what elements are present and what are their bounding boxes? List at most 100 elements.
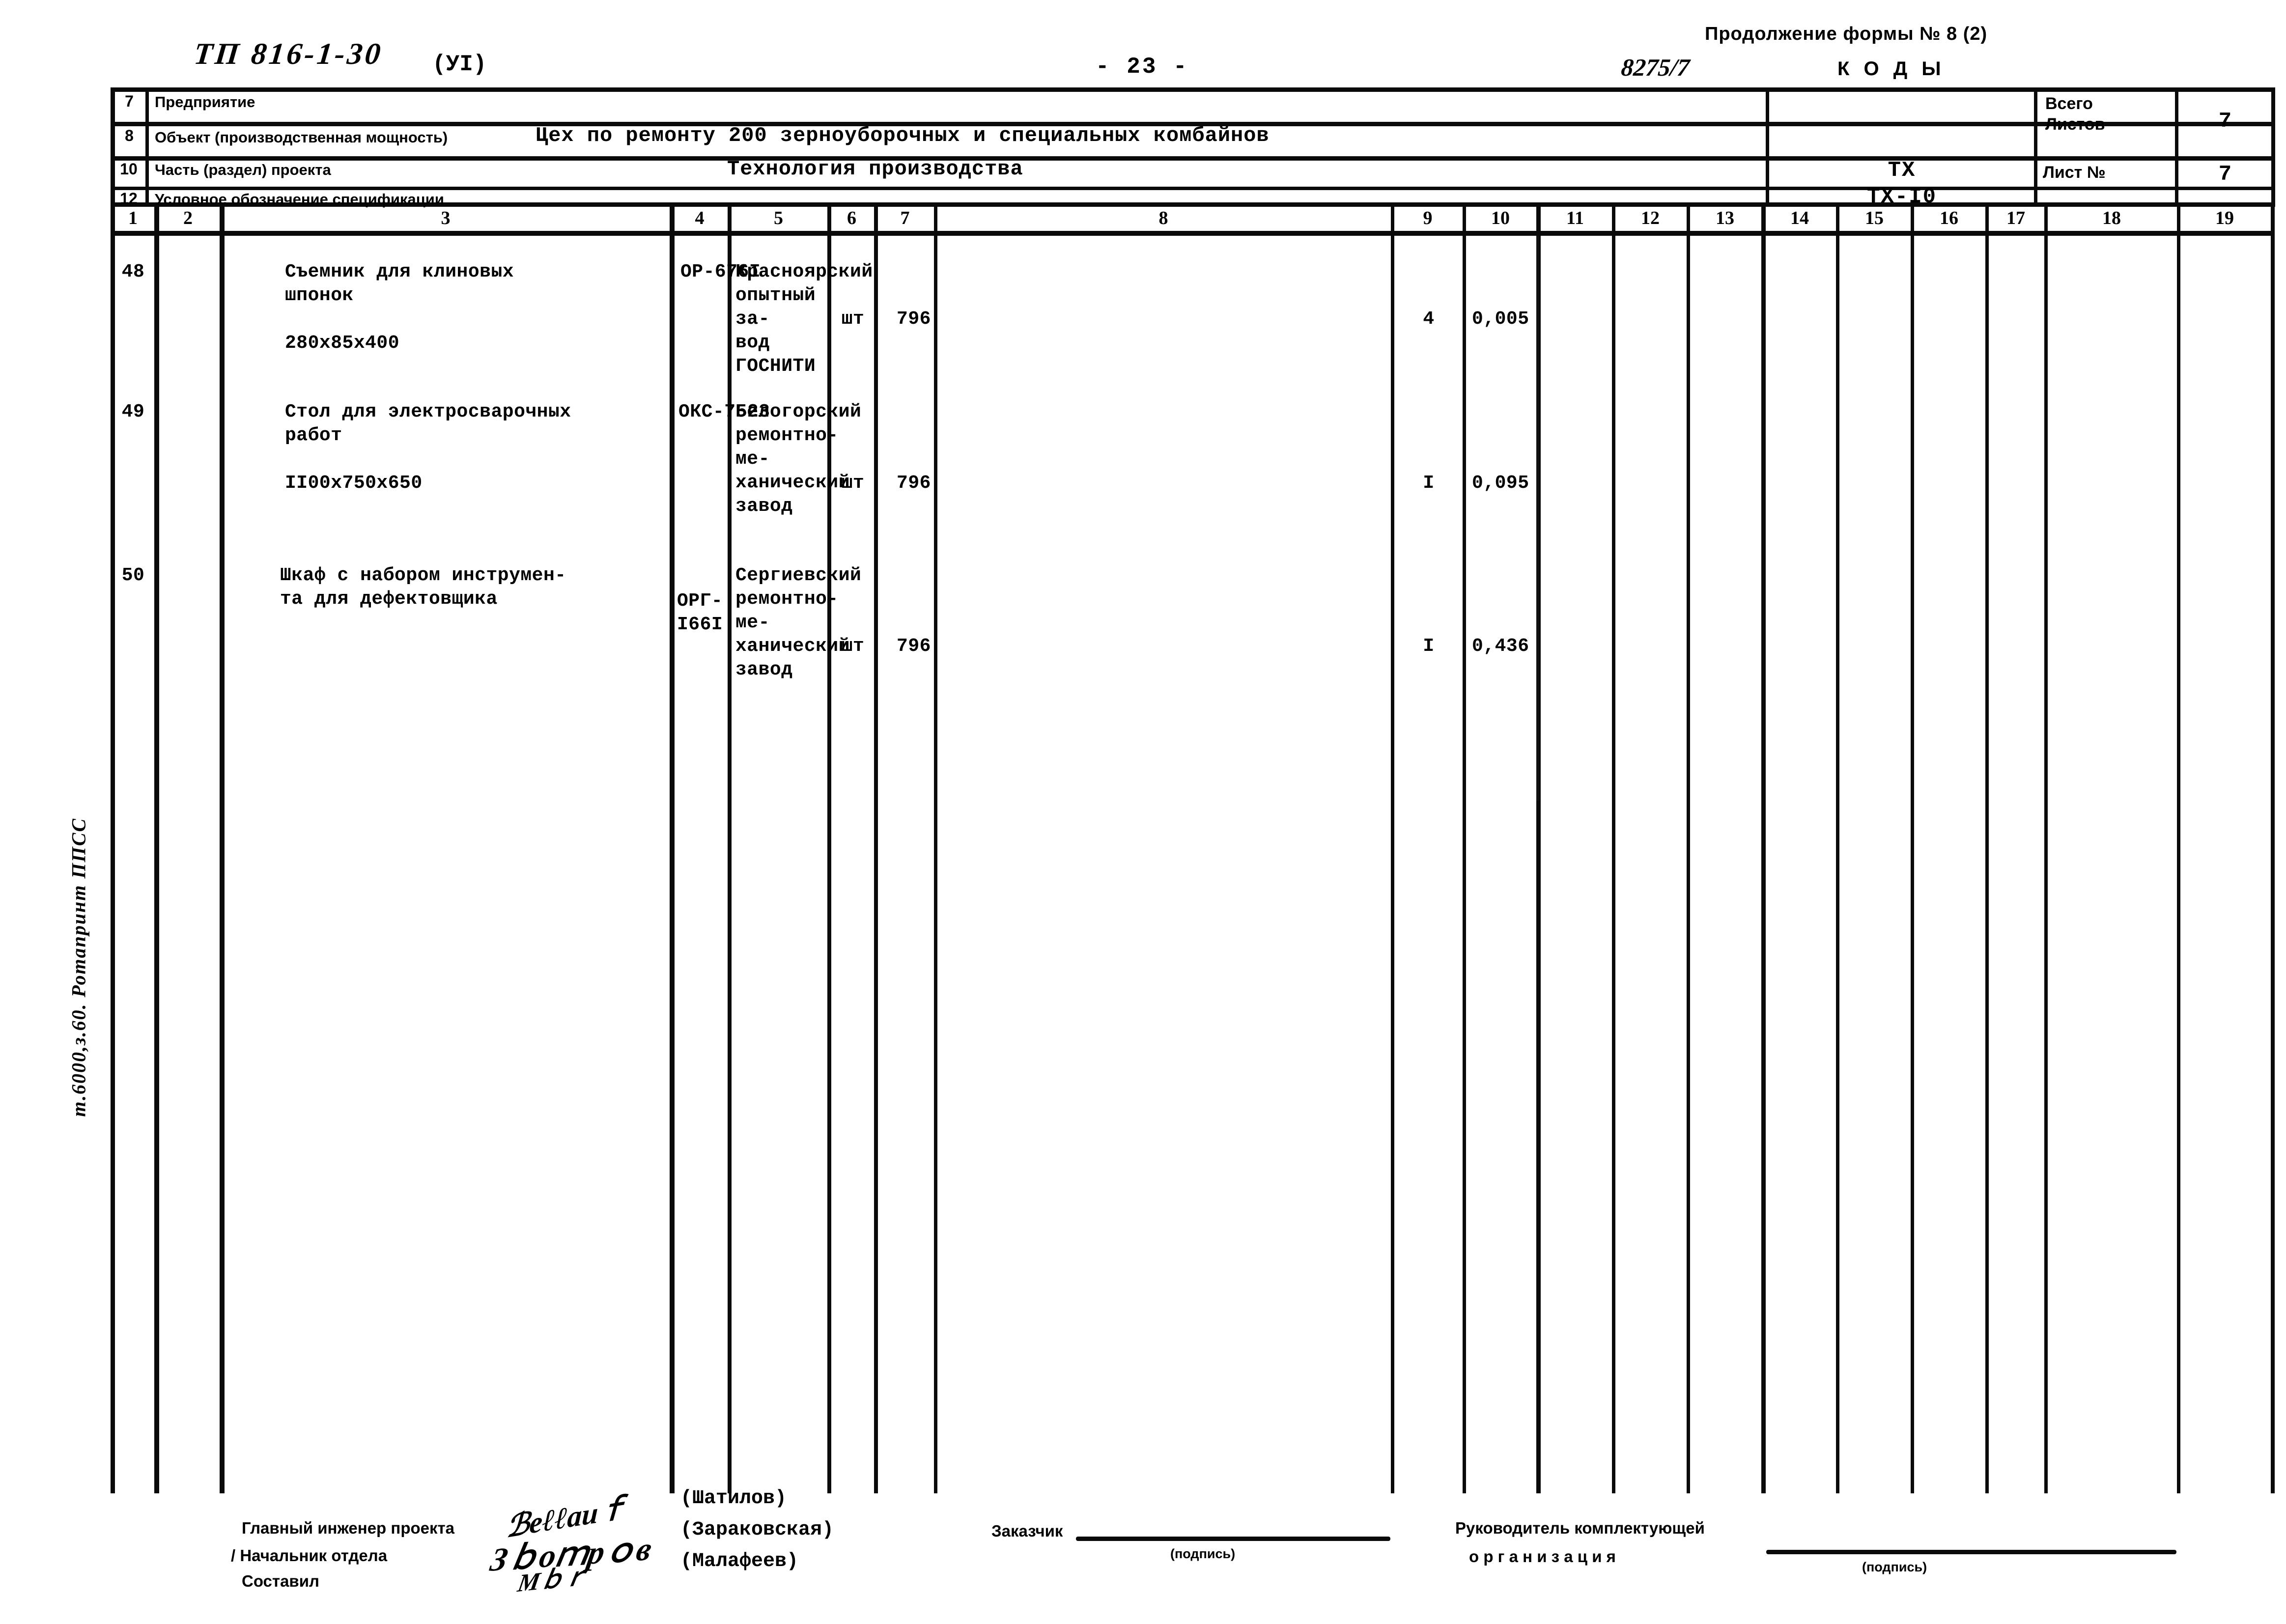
grid-vline-c7-c8 xyxy=(934,206,937,1493)
header-row-num-10: 10 xyxy=(120,160,138,178)
row-49-okei: 796 xyxy=(897,473,931,494)
column-number-6: 6 xyxy=(847,208,856,228)
header-vline-sheets xyxy=(2034,87,2037,207)
document-code: ТП 816-1-30 xyxy=(192,37,385,71)
customer-signature-caption: (подпись) xyxy=(1170,1546,1236,1561)
header-vline-num xyxy=(145,87,149,207)
header-rule-r8 xyxy=(111,156,2275,161)
column-number-8: 8 xyxy=(1158,208,1168,228)
header-object-value: Цех по ремонту 200 зерноуборочных и спец… xyxy=(536,124,1270,147)
order-number: 8275/7 xyxy=(1620,54,1691,81)
total-sheets-label-text: Всего Листов xyxy=(2045,94,2105,134)
grid-vline-c15-c16 xyxy=(1911,206,1914,1493)
role-compiled-by: Составил xyxy=(242,1572,319,1590)
header-row-num-12: 12 xyxy=(120,190,138,207)
customer-label: Заказчик xyxy=(991,1522,1063,1540)
row-50-type-mark: ОРГ- I66I xyxy=(677,590,723,635)
row-49-dimensions: II00х750х650 xyxy=(285,473,423,494)
header-vline-sheetsval xyxy=(2175,87,2178,207)
column-number-1: 1 xyxy=(128,208,138,228)
supplier-org-line-2: о р г а н и з а ц и я xyxy=(1469,1547,1616,1566)
row-50-name: Шкаф с набором инструмен- та для дефекто… xyxy=(280,565,566,610)
supplier-org-line-1: Руководитель комплектующей xyxy=(1455,1519,1705,1537)
column-number-14: 14 xyxy=(1790,208,1809,228)
row-50-qty: I xyxy=(1423,636,1435,657)
header-rule-bottom xyxy=(111,202,2275,207)
row-49-mass: 0,095 xyxy=(1472,473,1529,494)
header-vline-right xyxy=(2271,87,2275,207)
column-number-10: 10 xyxy=(1491,208,1510,228)
row-48-okei: 796 xyxy=(897,308,931,330)
header-rule-r7 xyxy=(111,122,2275,126)
column-number-9: 9 xyxy=(1423,208,1433,228)
row-49-type-mark: ОКС-7523 xyxy=(678,401,770,422)
row-48-qty: 4 xyxy=(1423,308,1435,330)
grid-vline-c1-left xyxy=(111,206,115,1493)
codes-label: К О Д Ы xyxy=(1837,58,1946,80)
grid-vline-c16-c17 xyxy=(1985,206,1989,1493)
role-chief-engineer: Главный инженер проекта xyxy=(242,1519,455,1537)
row-49-qty: I xyxy=(1423,473,1435,494)
column-number-5: 5 xyxy=(774,208,783,228)
total-sheets-value: 7 xyxy=(2218,109,2232,134)
column-number-4: 4 xyxy=(695,208,705,228)
header-code-part: ТХ xyxy=(1888,158,1916,183)
row-50-pos: 50 xyxy=(121,565,145,586)
row-49-unit: шт xyxy=(841,473,865,494)
header-row-label-7: Предприятие xyxy=(155,93,255,111)
sheet-no-label: Лист № xyxy=(2043,163,2106,182)
grid-vline-c4-c5 xyxy=(728,206,732,1493)
header-vline-code xyxy=(1766,87,1769,207)
row-48-dimensions: 280х85х400 xyxy=(285,333,400,354)
header-vline-left xyxy=(111,87,115,207)
header-code-spec: ТХ-I0 xyxy=(1866,185,1937,209)
column-number-18: 18 xyxy=(2102,208,2121,228)
row-48-name: Съемник для клиновых шпонок xyxy=(285,261,514,306)
column-number-17: 17 xyxy=(2006,208,2025,228)
grid-vline-c6-c7 xyxy=(874,206,878,1493)
column-number-15: 15 xyxy=(1865,208,1884,228)
total-sheets-label: Всего Листов xyxy=(2045,93,2129,135)
grid-vline-c11-c12 xyxy=(1612,206,1615,1493)
grid-vline-c5-c6 xyxy=(827,206,831,1493)
column-number-13: 13 xyxy=(1716,208,1734,228)
row-50-unit: шт xyxy=(841,636,865,657)
grid-vline-c13-c14 xyxy=(1761,206,1766,1493)
role-head-of-dept: / Начальник отдела xyxy=(231,1546,388,1565)
column-number-16: 16 xyxy=(1940,208,1958,228)
row-49-pos: 49 xyxy=(121,401,145,422)
row-48-mass: 0,005 xyxy=(1472,308,1529,330)
column-number-7: 7 xyxy=(900,208,910,228)
grid-vline-c1-c2 xyxy=(154,206,159,1493)
row-48-unit: шт xyxy=(841,308,865,330)
colnum-rule-bottom xyxy=(111,231,2275,236)
name-head-of-dept: (Зараковская) xyxy=(680,1519,834,1541)
grid-vline-c3-c4 xyxy=(670,206,675,1493)
form-continuation: Продолжение формы № 8 (2) xyxy=(1705,24,1988,44)
header-rule-right-mid xyxy=(2039,156,2275,160)
grid-vline-c17-c18 xyxy=(2044,206,2048,1493)
header-row-label-12: Условное обозначение спецификации xyxy=(155,191,444,208)
header-part-value: Технология производства xyxy=(727,157,1023,181)
grid-vline-c14-c15 xyxy=(1836,206,1839,1493)
supplier-signature-line[interactable] xyxy=(1766,1550,2176,1554)
column-number-19: 19 xyxy=(2215,208,2234,228)
grid-vline-c9-c10 xyxy=(1463,206,1466,1493)
supplier-signature-caption: (подпись) xyxy=(1862,1560,1927,1574)
sheet-no-value: 7 xyxy=(2218,162,2232,187)
header-row-num-8: 8 xyxy=(125,127,134,144)
print-note: т.6000,з.60. Ротапринт ППСС xyxy=(67,817,90,1117)
header-row-label-8: Объект (производственная мощность) xyxy=(155,129,448,146)
column-number-11: 11 xyxy=(1566,208,1584,228)
page-number: - 23 - xyxy=(1096,54,1189,80)
signature-compiled-by: Мｂｒ xyxy=(515,1561,592,1597)
grid-vline-c12-c13 xyxy=(1687,206,1690,1493)
document-variant: (УI) xyxy=(432,52,487,77)
grid-vline-c18-c19 xyxy=(2177,206,2180,1493)
row-48-type-mark: ОР-676I xyxy=(680,261,761,282)
header-row-num-7: 7 xyxy=(125,92,134,110)
row-48-pos: 48 xyxy=(121,261,145,282)
row-48-supplier: Красноярский опытный за- вод ГОСНИТИ xyxy=(735,261,873,377)
customer-signature-line[interactable] xyxy=(1076,1537,1390,1541)
header-rule-top xyxy=(111,87,2275,92)
